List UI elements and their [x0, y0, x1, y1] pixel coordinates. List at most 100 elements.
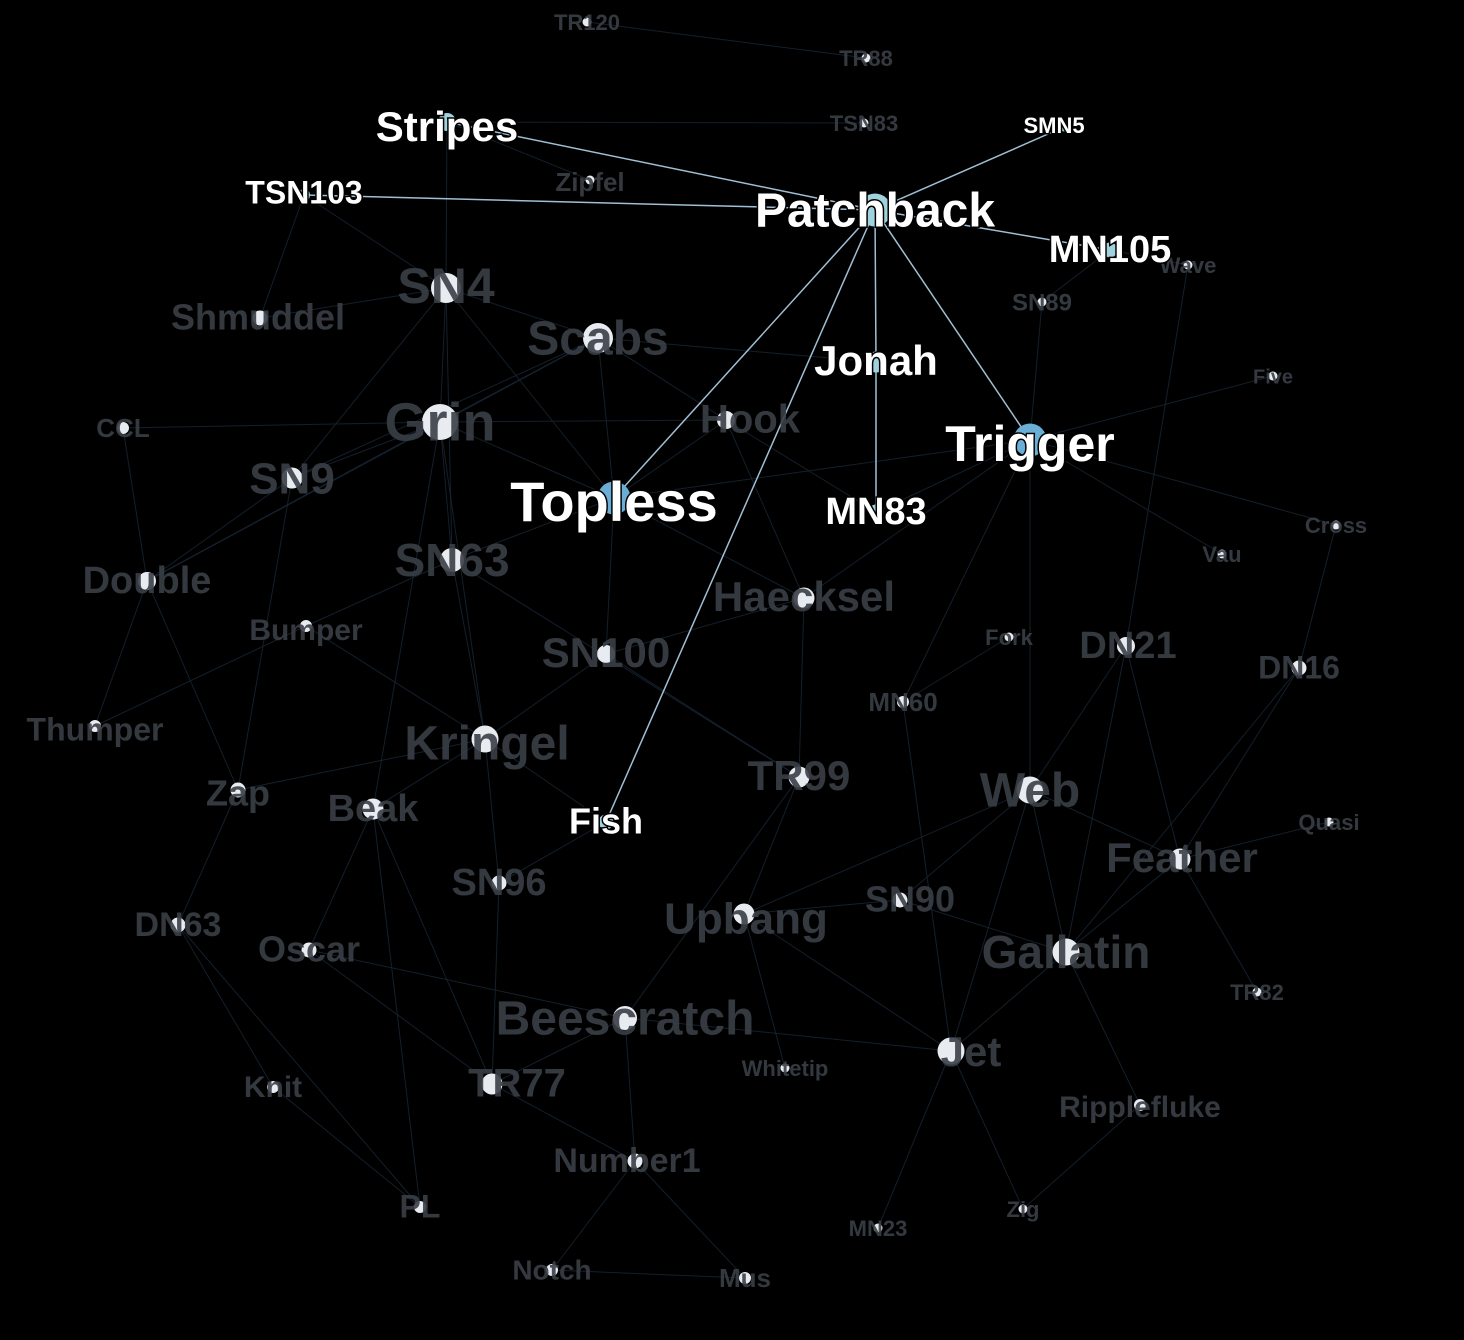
label-ripplefluke: Ripplefluke [1059, 1091, 1221, 1124]
node-tr99[interactable] [788, 766, 810, 788]
label-knit: Knit [244, 1071, 302, 1104]
edge-sn4-topless [445, 287, 615, 499]
node-number1[interactable] [627, 1153, 643, 1169]
label-dn21: DN21 [1079, 625, 1176, 667]
node-mn60[interactable] [897, 696, 909, 708]
node-patchback[interactable] [858, 193, 892, 227]
node-mn83[interactable] [868, 504, 884, 520]
node-trigger[interactable] [1013, 423, 1047, 457]
edge-sn4-shmuddel [259, 287, 447, 319]
edge-sn4-grin [439, 287, 447, 423]
edge-dn16-feather [1179, 667, 1300, 860]
node-mn23[interactable] [873, 1223, 883, 1233]
node-stripes[interactable] [438, 113, 456, 131]
node-zipfel[interactable] [585, 175, 595, 185]
label-thumper: Thumper [27, 711, 164, 747]
node-vau[interactable] [1217, 549, 1227, 559]
node-bumper[interactable] [300, 620, 312, 632]
edge-web-gallatin [1029, 789, 1067, 953]
node-beak[interactable] [362, 798, 384, 820]
edge-hook-haecksel [725, 419, 805, 599]
label-pl: PL [400, 1188, 441, 1224]
node-whitetip[interactable] [780, 1063, 790, 1073]
node-scabs[interactable] [583, 323, 613, 353]
node-pl[interactable] [414, 1201, 426, 1213]
label-tr82: TR82 [1230, 980, 1284, 1005]
node-beescratch[interactable] [613, 1006, 637, 1030]
label-jet: Jet [941, 1028, 1002, 1075]
node-gallatin[interactable] [1052, 938, 1080, 966]
node-oscar[interactable] [301, 942, 317, 958]
edge-sn90-gallatin [899, 899, 1067, 953]
node-cross[interactable] [1331, 520, 1341, 530]
label-sn9: SN9 [249, 455, 335, 504]
edge-kringel-beak [372, 738, 486, 810]
node-knit[interactable] [267, 1081, 279, 1093]
label-beescratch: Beescratch [496, 993, 755, 1046]
edge-stripes-sn4 [445, 121, 448, 289]
node-dn21[interactable] [1117, 637, 1135, 655]
node-quasi[interactable] [1324, 817, 1334, 827]
node-five[interactable] [1268, 371, 1278, 381]
node-sn89[interactable] [1037, 297, 1047, 307]
node-sn96[interactable] [491, 875, 507, 891]
node-haecksel[interactable] [793, 587, 815, 609]
node-smn5[interactable] [1059, 122, 1069, 132]
edge-hook-mn83 [725, 419, 877, 513]
label-dn63: DN63 [135, 906, 222, 944]
node-double[interactable] [138, 572, 156, 590]
node-topless[interactable] [597, 481, 631, 515]
node-jonah[interactable] [865, 351, 887, 373]
edge-grin-beak [372, 421, 441, 810]
node-zig[interactable] [1018, 1204, 1028, 1214]
node-sn100[interactable] [597, 645, 615, 663]
node-thumper[interactable] [89, 720, 101, 732]
node-ripplefluke[interactable] [1134, 1099, 1146, 1111]
node-mn105[interactable] [1102, 242, 1118, 258]
edge-kringel-zap [237, 738, 486, 791]
node-hook[interactable] [717, 411, 735, 429]
edge-sn4-scabs [445, 287, 599, 339]
node-tsn83[interactable] [859, 118, 869, 128]
node-wave[interactable] [1183, 260, 1193, 270]
edge-sn100-kringel [484, 653, 607, 740]
label-mn105: MN105 [1049, 229, 1172, 271]
node-sn90[interactable] [892, 892, 908, 908]
edge-grin-topless [439, 421, 615, 499]
edge-grin-sn63 [439, 421, 453, 561]
node-grin[interactable] [422, 404, 458, 440]
node-shmuddel[interactable] [252, 310, 268, 326]
edge-ripplefluke-zig [1022, 1104, 1141, 1210]
edge-trigger-mn83 [875, 439, 1031, 513]
edge-feather-gallatin [1065, 858, 1181, 953]
node-notch[interactable] [546, 1264, 558, 1276]
node-fork[interactable] [1004, 632, 1014, 642]
node-upbang[interactable] [733, 903, 755, 925]
node-jet[interactable] [937, 1037, 965, 1065]
node-dn63[interactable] [170, 917, 186, 933]
node-tr120[interactable] [582, 17, 592, 27]
edge-feather-quasi [1179, 821, 1330, 860]
node-tsn103[interactable] [298, 189, 310, 201]
node-feather[interactable] [1169, 848, 1191, 870]
edge-number1-notch [551, 1160, 636, 1271]
node-mus[interactable] [739, 1272, 751, 1284]
node-tr77[interactable] [481, 1073, 503, 1095]
node-dn16[interactable] [1291, 660, 1307, 676]
node-sn9[interactable] [281, 467, 303, 489]
node-zap[interactable] [230, 782, 246, 798]
edge-patchback-stripes [446, 121, 876, 211]
edge-tr120-tr88 [586, 21, 867, 59]
node-tr88[interactable] [861, 53, 871, 63]
node-web[interactable] [1016, 776, 1044, 804]
node-fish[interactable] [598, 814, 614, 830]
node-sn4[interactable] [431, 273, 461, 303]
node-tr82[interactable] [1252, 987, 1262, 997]
edge-beescratch-number1 [624, 1017, 636, 1162]
node-sn63[interactable] [440, 548, 464, 572]
label-mn23: MN23 [849, 1216, 908, 1241]
edge-dn21-web [1029, 645, 1127, 791]
node-ccl[interactable] [117, 422, 129, 434]
node-kringel[interactable] [471, 725, 499, 753]
edge-mn105-sn89 [1041, 249, 1111, 303]
